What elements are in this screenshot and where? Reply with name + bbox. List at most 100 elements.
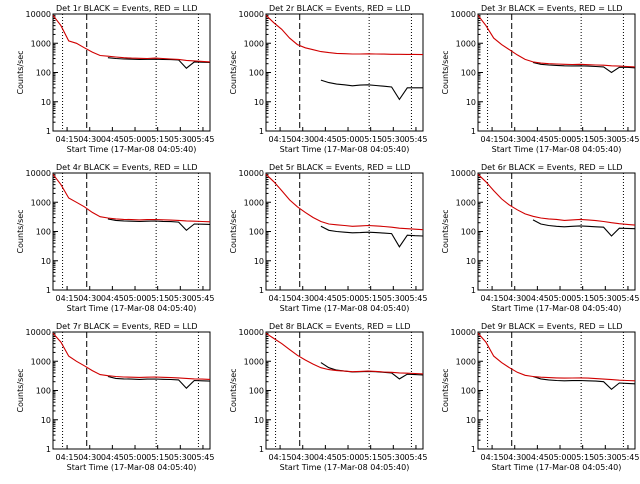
x-tick-label: 05:00 <box>123 135 146 144</box>
x-tick-label: 05:30 <box>382 135 405 144</box>
x-tick-label: 05:30 <box>594 453 617 462</box>
series-line-black <box>532 61 636 74</box>
chart-title: Det 8r BLACK = Events, RED = LLD <box>269 322 411 331</box>
y-tick-label: 1 <box>46 127 51 136</box>
plot-frame <box>265 13 424 132</box>
x-tick-label: 05:15 <box>359 135 382 144</box>
series-line-red <box>477 173 636 226</box>
x-axis-label: Start Time (17-Mar-08 04:05:40) <box>492 304 622 313</box>
y-tick-label: 10 <box>254 416 264 425</box>
x-tick-label: 05:00 <box>548 294 571 303</box>
x-tick-label: 04:45 <box>526 135 549 144</box>
series-line-red <box>477 332 636 382</box>
y-tick-label: 1 <box>471 127 476 136</box>
x-tick-label: 04:45 <box>314 453 337 462</box>
y-axis-label: Counts/sec <box>441 50 450 94</box>
x-tick-label: 04:30 <box>291 135 314 144</box>
plot-frame <box>477 331 636 450</box>
x-tick-label: 04:30 <box>78 453 101 462</box>
x-tick-label: 05:45 <box>404 453 427 462</box>
x-tick-label: 04:45 <box>314 294 337 303</box>
x-tick-label: 04:30 <box>78 135 101 144</box>
x-tick-label: 05:00 <box>548 453 571 462</box>
y-tick-label: 10000 <box>451 328 476 337</box>
x-tick-label: 05:00 <box>123 453 146 462</box>
x-tick-label: 05:00 <box>336 135 359 144</box>
y-tick-label: 1 <box>46 286 51 295</box>
chart-title: Det 3r BLACK = Events, RED = LLD <box>481 4 623 13</box>
chart-title: Det 4r BLACK = Events, RED = LLD <box>56 163 198 172</box>
series-line-red <box>52 332 211 380</box>
series-line-black <box>107 375 211 389</box>
x-tick-label: 04:15 <box>481 294 504 303</box>
y-tick-label: 100 <box>249 228 264 237</box>
x-axis-label: Start Time (17-Mar-08 04:05:40) <box>280 304 410 313</box>
y-axis-label: Counts/sec <box>229 209 238 253</box>
series-line-black <box>107 57 211 69</box>
plot-frame <box>265 172 424 291</box>
x-tick-label: 05:45 <box>404 294 427 303</box>
x-tick-label: 05:30 <box>169 294 192 303</box>
chart-panel: Det 3r BLACK = Events, RED = LLD 1 10 100 10… <box>441 4 639 154</box>
plot-frame <box>477 172 636 291</box>
series-line-black <box>320 79 423 101</box>
y-tick-label: 1000 <box>244 198 264 207</box>
chart-panel: Det 4r BLACK = Events, RED = LLD 1 10 100 10… <box>16 163 214 313</box>
x-tick-label: 05:15 <box>571 135 594 144</box>
y-tick-label: 10000 <box>26 328 51 337</box>
chart-title: Det 1r BLACK = Events, RED = LLD <box>56 4 198 13</box>
y-tick-label: 100 <box>36 387 51 396</box>
y-axis-label: Counts/sec <box>229 50 238 94</box>
y-tick-label: 1000 <box>31 357 51 366</box>
x-tick-label: 04:15 <box>269 135 292 144</box>
series-line-black <box>532 375 636 391</box>
x-tick-label: 05:00 <box>336 294 359 303</box>
x-tick-label: 05:00 <box>123 294 146 303</box>
x-tick-label: 04:15 <box>56 453 79 462</box>
y-axis-label: Counts/sec <box>441 209 450 253</box>
plot-frame <box>52 13 211 132</box>
y-tick-label: 100 <box>249 69 264 78</box>
y-tick-label: 100 <box>461 69 476 78</box>
x-tick-label: 05:45 <box>191 453 214 462</box>
x-tick-label: 05:15 <box>571 453 594 462</box>
x-axis-label: Start Time (17-Mar-08 04:05:40) <box>67 463 197 472</box>
plot-frame <box>52 331 211 450</box>
x-tick-label: 04:30 <box>291 294 314 303</box>
y-tick-label: 1 <box>471 445 476 454</box>
y-tick-label: 100 <box>36 228 51 237</box>
y-tick-label: 1000 <box>31 198 51 207</box>
x-tick-label: 04:15 <box>269 453 292 462</box>
x-tick-label: 05:30 <box>382 453 405 462</box>
x-tick-label: 04:15 <box>481 453 504 462</box>
chart-panel: Det 7r BLACK = Events, RED = LLD 1 10 100 10… <box>16 322 214 472</box>
chart-panel: Det 2r BLACK = Events, RED = LLD 1 10 100 10… <box>229 4 427 154</box>
x-tick-label: 04:15 <box>269 294 292 303</box>
series-line-red <box>265 14 424 56</box>
x-tick-label: 05:45 <box>191 294 214 303</box>
series-line-red <box>52 14 211 63</box>
x-tick-label: 05:15 <box>146 453 169 462</box>
x-tick-label: 05:15 <box>571 294 594 303</box>
y-tick-label: 1000 <box>456 198 476 207</box>
x-tick-label: 04:15 <box>481 135 504 144</box>
y-axis-label: Counts/sec <box>16 368 25 412</box>
x-tick-label: 05:45 <box>616 453 639 462</box>
x-tick-label: 05:45 <box>404 135 427 144</box>
y-tick-label: 10 <box>254 98 264 107</box>
y-tick-label: 10 <box>41 257 51 266</box>
x-tick-label: 04:30 <box>291 453 314 462</box>
x-tick-label: 04:30 <box>503 294 526 303</box>
y-tick-label: 10 <box>466 416 476 425</box>
x-tick-label: 04:30 <box>503 135 526 144</box>
y-tick-label: 10 <box>41 98 51 107</box>
y-tick-label: 100 <box>461 387 476 396</box>
y-tick-label: 10 <box>41 416 51 425</box>
series-line-black <box>320 225 424 248</box>
y-tick-label: 10 <box>254 257 264 266</box>
y-tick-label: 100 <box>461 228 476 237</box>
x-tick-label: 05:30 <box>169 453 192 462</box>
y-tick-label: 1000 <box>31 39 51 48</box>
y-tick-label: 10000 <box>26 10 51 19</box>
